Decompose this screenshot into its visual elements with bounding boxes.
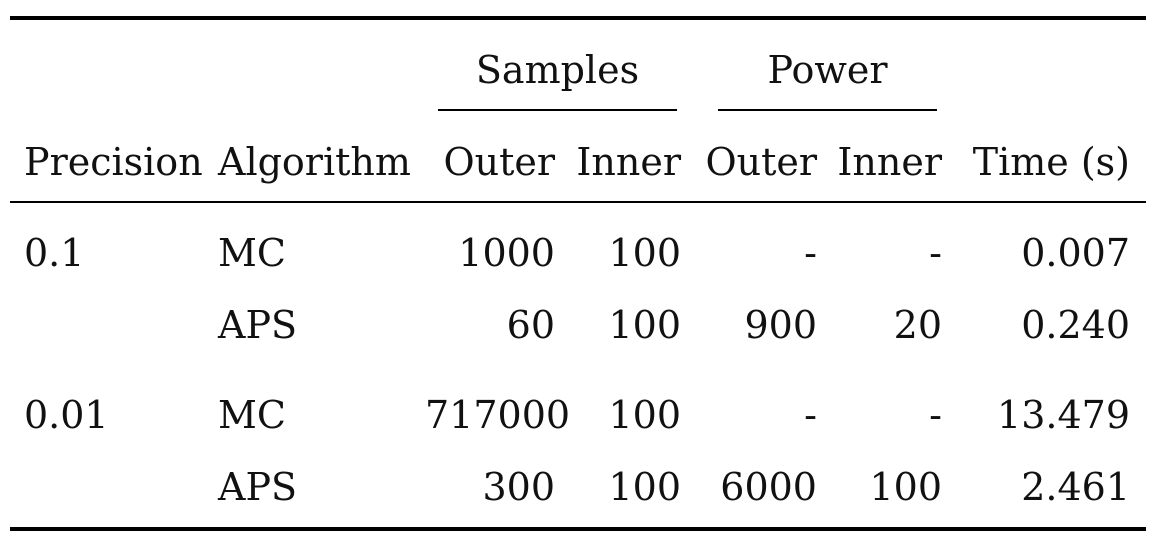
cell-precision: 0.1 — [24, 231, 85, 275]
cell-time: 2.461 — [1021, 465, 1130, 509]
cell-power-inner: - — [929, 231, 942, 275]
bottom-rule — [10, 527, 1146, 531]
column-header-samples-inner: Inner — [576, 140, 681, 184]
cell-samples-inner: 100 — [608, 303, 681, 347]
samples-group-underline — [438, 109, 677, 111]
cell-samples-outer: 1000 — [458, 231, 555, 275]
column-header-precision: Precision — [24, 140, 203, 184]
cell-power-inner: - — [929, 393, 942, 437]
cell-power-outer: - — [804, 393, 817, 437]
top-rule — [10, 16, 1146, 20]
header-rule — [10, 201, 1146, 203]
column-header-samples-outer: Outer — [443, 140, 555, 184]
cell-power-inner: 100 — [869, 465, 942, 509]
cell-algorithm: MC — [218, 231, 286, 275]
cell-power-inner: 20 — [893, 303, 942, 347]
cell-samples-inner: 100 — [608, 465, 681, 509]
column-header-algorithm: Algorithm — [218, 140, 411, 184]
cell-precision: 0.01 — [24, 393, 109, 437]
cell-algorithm: MC — [218, 393, 286, 437]
group-header-power: Power — [767, 48, 888, 92]
cell-algorithm: APS — [218, 465, 298, 509]
cell-samples-outer: 60 — [506, 303, 555, 347]
cell-power-outer: - — [804, 231, 817, 275]
cell-power-outer: 900 — [744, 303, 817, 347]
cell-time: 13.479 — [997, 393, 1130, 437]
cell-algorithm: APS — [218, 303, 298, 347]
column-header-power-inner: Inner — [837, 140, 942, 184]
power-group-underline — [718, 109, 937, 111]
cell-samples-outer: 717000 — [425, 393, 571, 437]
cell-samples-inner: 100 — [608, 231, 681, 275]
column-header-time: Time (s) — [972, 140, 1130, 184]
column-header-power-outer: Outer — [705, 140, 817, 184]
cell-time: 0.007 — [1021, 231, 1130, 275]
cell-power-outer: 6000 — [720, 465, 817, 509]
cell-samples-inner: 100 — [608, 393, 681, 437]
group-header-samples: Samples — [475, 48, 640, 92]
cell-samples-outer: 300 — [482, 465, 555, 509]
cell-time: 0.240 — [1021, 303, 1130, 347]
